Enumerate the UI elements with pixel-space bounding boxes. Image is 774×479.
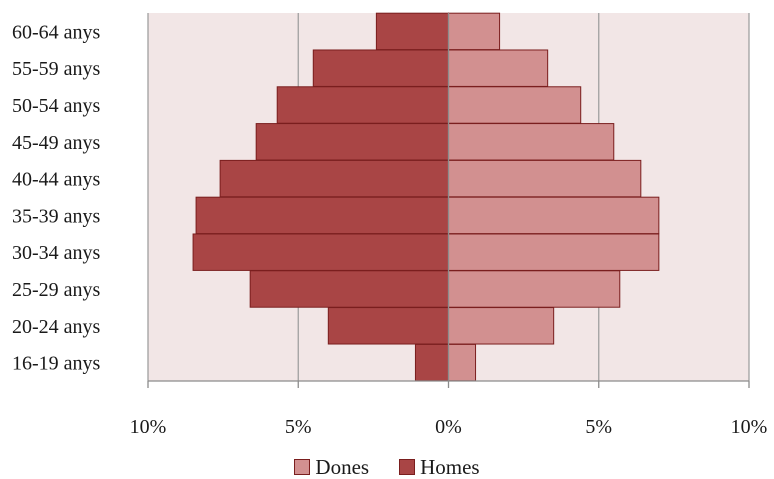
legend-item-dones: Dones [294, 454, 370, 479]
bar-homes-40-44-anys [219, 159, 449, 198]
x-tick-label: 10% [130, 416, 167, 438]
bar-dones-55-59-anys [448, 49, 549, 87]
bar-homes-25-29-anys [249, 270, 449, 308]
bar-homes-45-49-anys [255, 123, 449, 161]
bar-dones-60-64-anys [448, 12, 501, 51]
bar-dones-25-29-anys [448, 270, 621, 308]
bar-homes-30-34-anys [192, 233, 449, 271]
bar-homes-35-39-anys [195, 196, 449, 235]
y-tick-label: 35-39 anys [12, 205, 101, 227]
legend-label-dones: Dones [315, 454, 370, 479]
legend-swatch-homes [399, 459, 416, 475]
bar-homes-20-24-anys [327, 307, 449, 345]
y-tick-label: 20-24 anys [12, 316, 101, 338]
y-tick-label: 30-34 anys [12, 242, 101, 264]
y-tick-label: 45-49 anys [12, 132, 101, 154]
bar-homes-50-54-anys [276, 86, 449, 124]
x-tick-label: 5% [585, 416, 612, 438]
x-axis-labels: 10% 5% 0% 5% 10% [130, 416, 768, 438]
bar-homes-16-19-anys [414, 343, 450, 382]
bar-dones-40-44-anys [448, 159, 642, 198]
x-axis [147, 13, 750, 388]
y-tick-label: 25-29 anys [12, 279, 101, 301]
legend-swatch-dones [294, 459, 311, 475]
y-tick-label: 40-44 anys [12, 169, 101, 191]
legend: Dones Homes [0, 455, 774, 479]
bars [192, 12, 660, 382]
y-tick-label: 50-54 anys [12, 95, 101, 117]
x-tick-label: 0% [435, 416, 462, 438]
bar-dones-50-54-anys [448, 86, 582, 124]
legend-label-homes: Homes [420, 454, 480, 479]
y-axis-labels: 16-19 anys 20-24 anys 25-29 anys 30-34 anys… [12, 21, 101, 374]
bar-dones-35-39-anys [448, 196, 660, 235]
y-tick-label: 16-19 anys [12, 353, 101, 375]
bar-dones-20-24-anys [448, 307, 555, 345]
bar-dones-45-49-anys [448, 123, 615, 161]
legend-item-homes: Homes [399, 454, 480, 479]
bar-homes-55-59-anys [312, 49, 449, 87]
x-tick-label: 10% [731, 416, 768, 438]
bar-dones-16-19-anys [448, 343, 477, 382]
y-tick-label: 55-59 anys [12, 58, 101, 80]
x-tick-label: 5% [285, 416, 312, 438]
bar-homes-60-64-anys [375, 12, 450, 51]
bar-dones-30-34-anys [448, 233, 660, 271]
y-tick-label: 60-64 anys [12, 21, 101, 43]
